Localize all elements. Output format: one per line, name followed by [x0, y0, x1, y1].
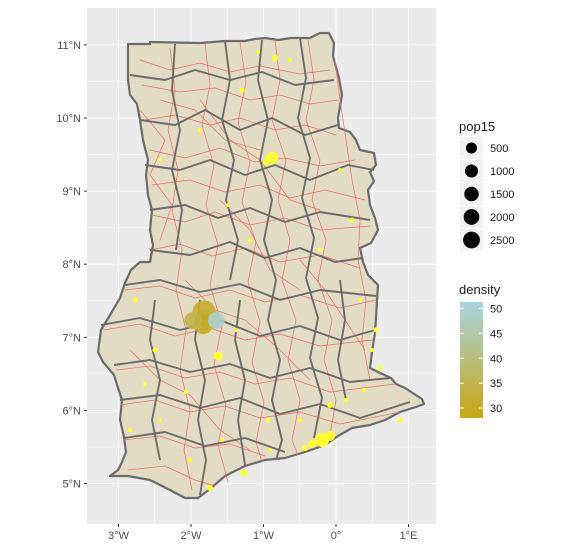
size-legend-dot — [463, 231, 480, 249]
y-tick-label: 8°N — [63, 259, 82, 271]
size-legend-dot — [464, 186, 479, 202]
size-legend-dot — [465, 164, 478, 178]
size-legend: pop15 500 1000 1500 2000 2500 — [459, 119, 514, 251]
color-legend-label: 45 — [490, 328, 502, 340]
population-point — [208, 312, 225, 329]
color-legend-label: 35 — [490, 378, 502, 390]
color-legend: density 50 45 40 35 30 — [459, 282, 502, 418]
color-legend-label: 50 — [490, 303, 502, 315]
color-bar — [460, 302, 483, 418]
size-legend-dot — [465, 142, 478, 154]
y-tick-label: 10°N — [56, 113, 81, 125]
x-axis: 3°W 2°W 1°W 0° 1°E — [108, 524, 417, 542]
size-legend-title: pop15 — [459, 119, 495, 134]
population-points — [184, 300, 225, 335]
color-legend-title: density — [459, 282, 501, 297]
y-tick-label: 11°N — [57, 40, 81, 52]
y-tick-label: 9°N — [63, 186, 82, 198]
size-legend-label: 1000 — [490, 166, 514, 178]
settlements — [128, 50, 403, 491]
district-borders — [100, 37, 411, 496]
y-tick-label: 7°N — [63, 332, 82, 344]
size-legend-label: 2500 — [490, 235, 514, 247]
size-legend-label: 500 — [490, 143, 508, 155]
x-tick-label: 2°W — [181, 530, 203, 542]
x-tick-label: 1°E — [400, 530, 418, 542]
y-tick-label: 5°N — [63, 479, 82, 491]
size-legend-dot — [463, 209, 480, 225]
x-tick-label: 0° — [331, 530, 342, 542]
size-legend-label: 1500 — [490, 189, 514, 201]
size-legend-label: 2000 — [490, 212, 514, 224]
y-axis: 5°N 6°N 7°N 8°N 9°N 10°N 11°N — [56, 40, 87, 491]
x-tick-label: 3°W — [108, 530, 130, 542]
color-legend-label: 40 — [490, 353, 502, 365]
color-legend-label: 30 — [490, 403, 502, 415]
x-tick-label: 1°W — [253, 530, 275, 542]
population-point — [184, 311, 203, 330]
y-tick-label: 6°N — [63, 405, 82, 417]
